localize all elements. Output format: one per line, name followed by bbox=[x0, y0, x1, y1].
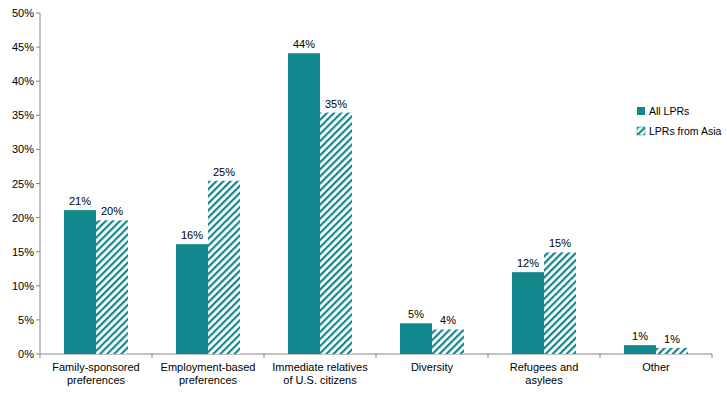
bar bbox=[512, 272, 544, 354]
y-tick-label: 45% bbox=[12, 41, 34, 53]
x-tick-label-line: Other bbox=[642, 361, 670, 373]
legend-swatch bbox=[637, 107, 645, 115]
x-tick-label: Refugees andasylees bbox=[510, 361, 579, 386]
bar bbox=[208, 181, 240, 354]
x-tick-label-line: preferences bbox=[67, 374, 126, 386]
data-label: 15% bbox=[549, 237, 571, 249]
y-tick-label: 25% bbox=[12, 178, 34, 190]
x-tick-label: Immediate relativesof U.S. citizens bbox=[272, 361, 368, 386]
bar bbox=[432, 329, 464, 354]
y-tick bbox=[36, 354, 40, 355]
x-tick-label-line: Diversity bbox=[411, 361, 454, 373]
y-tick bbox=[36, 217, 40, 218]
legend: All LPRs LPRs from Asia bbox=[637, 105, 722, 137]
x-tick-label-line: Immediate relatives bbox=[272, 361, 368, 373]
bar bbox=[320, 113, 352, 354]
y-tick bbox=[36, 81, 40, 82]
chart-svg: 0% 5% 10% 15% 20% 25% 30% 35% 40% 45% 50% 21% 16% 44%… bbox=[0, 0, 727, 394]
x-tick bbox=[264, 354, 265, 358]
x-tick-label-line: preferences bbox=[179, 374, 238, 386]
y-tick bbox=[36, 115, 40, 116]
y-tick-label: 40% bbox=[12, 75, 34, 87]
bar bbox=[176, 244, 208, 354]
bars bbox=[64, 53, 688, 354]
bar bbox=[400, 323, 432, 354]
legend-swatch bbox=[637, 127, 645, 135]
bar bbox=[624, 345, 656, 354]
bar bbox=[288, 53, 320, 354]
y-tick-label: 50% bbox=[12, 7, 34, 19]
bar bbox=[96, 220, 128, 354]
y-tick bbox=[36, 319, 40, 320]
x-tick bbox=[600, 354, 601, 358]
y-tick bbox=[36, 251, 40, 252]
x-tick-label-line: of U.S. citizens bbox=[283, 374, 357, 386]
y-tick-label: 0% bbox=[18, 348, 34, 360]
legend-label: All LPRs bbox=[649, 105, 689, 117]
data-label: 1% bbox=[664, 333, 680, 345]
y-tick bbox=[36, 47, 40, 48]
x-tick-label: Employment-basedpreferences bbox=[161, 361, 256, 386]
data-label: 21% bbox=[69, 195, 91, 207]
y-tick bbox=[36, 285, 40, 286]
y-tick-label: 5% bbox=[18, 314, 34, 326]
x-tick-label-line: Refugees and bbox=[510, 361, 579, 373]
data-label: 16% bbox=[181, 229, 203, 241]
x-tick bbox=[40, 354, 41, 358]
data-label: 1% bbox=[632, 330, 648, 342]
x-tick-label-line: Employment-based bbox=[161, 361, 256, 373]
x-tick bbox=[488, 354, 489, 358]
x-tick-label-line: Family-sponsored bbox=[52, 361, 139, 373]
bar bbox=[656, 348, 688, 354]
y-tick-label: 35% bbox=[12, 109, 34, 121]
x-tick bbox=[376, 354, 377, 358]
chart-container: 0% 5% 10% 15% 20% 25% 30% 35% 40% 45% 50% 21% 16% 44%… bbox=[0, 0, 727, 394]
data-label: 35% bbox=[325, 98, 347, 110]
x-tick-label: Diversity bbox=[411, 361, 454, 373]
x-tick-label: Other bbox=[642, 361, 670, 373]
bar bbox=[544, 252, 576, 354]
data-labels: 21% 16% 44% 5% 12% 1% 20% 25% 35% 4% 15% 1% bbox=[69, 38, 680, 345]
data-label: 20% bbox=[101, 205, 123, 217]
bar bbox=[64, 210, 96, 354]
x-tick-label: Family-sponsoredpreferences bbox=[52, 361, 139, 386]
data-label: 25% bbox=[213, 166, 235, 178]
data-label: 5% bbox=[408, 308, 424, 320]
data-label: 12% bbox=[517, 257, 539, 269]
y-tick bbox=[36, 13, 40, 14]
x-tick bbox=[712, 354, 713, 358]
y-tick bbox=[36, 149, 40, 150]
x-tick bbox=[152, 354, 153, 358]
y-tick-label: 30% bbox=[12, 143, 34, 155]
data-label: 44% bbox=[293, 38, 315, 50]
y-axis-line bbox=[40, 13, 41, 354]
x-tick-label-line: asylees bbox=[525, 374, 563, 386]
legend-label: LPRs from Asia bbox=[649, 125, 722, 137]
y-tick-label: 15% bbox=[12, 246, 34, 258]
data-label: 4% bbox=[440, 314, 456, 326]
y-tick-label: 10% bbox=[12, 280, 34, 292]
y-tick bbox=[36, 183, 40, 184]
y-tick-label: 20% bbox=[12, 212, 34, 224]
